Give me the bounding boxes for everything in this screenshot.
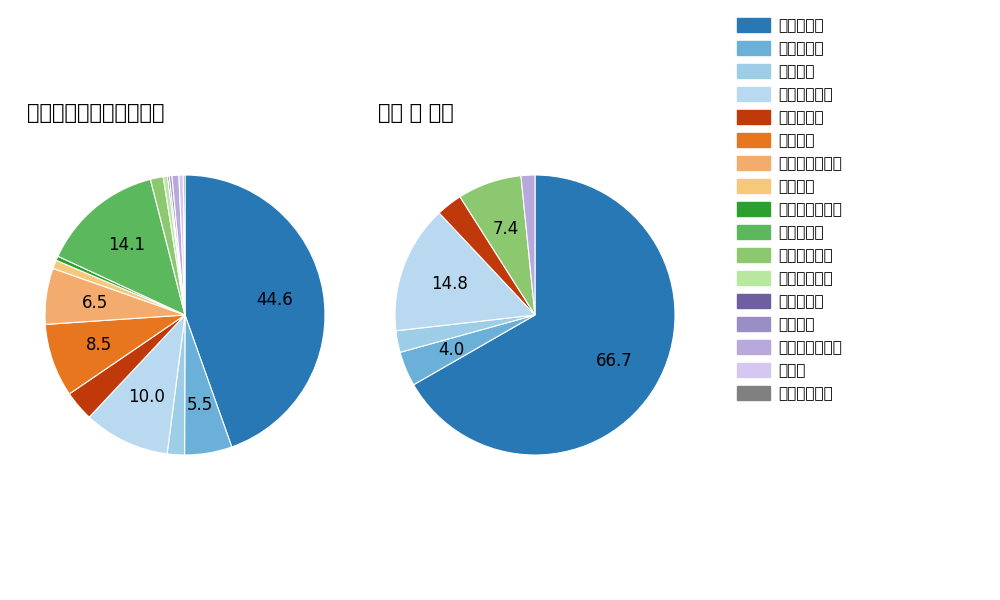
Text: 10.0: 10.0 (128, 388, 165, 406)
Text: 6.5: 6.5 (82, 293, 108, 311)
Wedge shape (69, 315, 185, 417)
Wedge shape (395, 213, 535, 331)
Wedge shape (185, 315, 232, 455)
Text: 5.5: 5.5 (187, 396, 213, 414)
Text: 44.6: 44.6 (256, 290, 293, 308)
Wedge shape (45, 268, 185, 325)
Text: 8.5: 8.5 (86, 336, 112, 354)
Wedge shape (439, 197, 535, 315)
Wedge shape (56, 256, 185, 315)
Text: 14.8: 14.8 (431, 275, 468, 293)
Wedge shape (45, 315, 185, 394)
Wedge shape (167, 315, 185, 455)
Wedge shape (521, 175, 535, 315)
Wedge shape (58, 179, 185, 315)
Wedge shape (460, 176, 535, 315)
Legend: ストレート, ツーシーム, シュート, カットボール, スプリット, フォーク, チェンジアップ, シンカー, 高速スライダー, スライダー, 縦スライダー, : ストレート, ツーシーム, シュート, カットボール, スプリット, フォーク,… (732, 14, 846, 406)
Text: 66.7: 66.7 (595, 352, 632, 370)
Wedge shape (163, 176, 185, 315)
Text: 14.1: 14.1 (108, 236, 145, 254)
Wedge shape (400, 315, 535, 385)
Text: 7.4: 7.4 (492, 220, 518, 238)
Wedge shape (172, 175, 185, 315)
Text: 高橋 礼 選手: 高橋 礼 選手 (378, 103, 453, 123)
Text: 4.0: 4.0 (438, 341, 464, 359)
Wedge shape (396, 315, 535, 352)
Wedge shape (414, 175, 675, 455)
Wedge shape (150, 177, 185, 315)
Wedge shape (183, 175, 185, 315)
Text: セ・リーグ全プレイヤー: セ・リーグ全プレイヤー (28, 103, 165, 123)
Wedge shape (53, 260, 185, 315)
Wedge shape (168, 176, 185, 315)
Wedge shape (185, 175, 325, 447)
Wedge shape (89, 315, 185, 454)
Wedge shape (169, 176, 185, 315)
Wedge shape (179, 175, 185, 315)
